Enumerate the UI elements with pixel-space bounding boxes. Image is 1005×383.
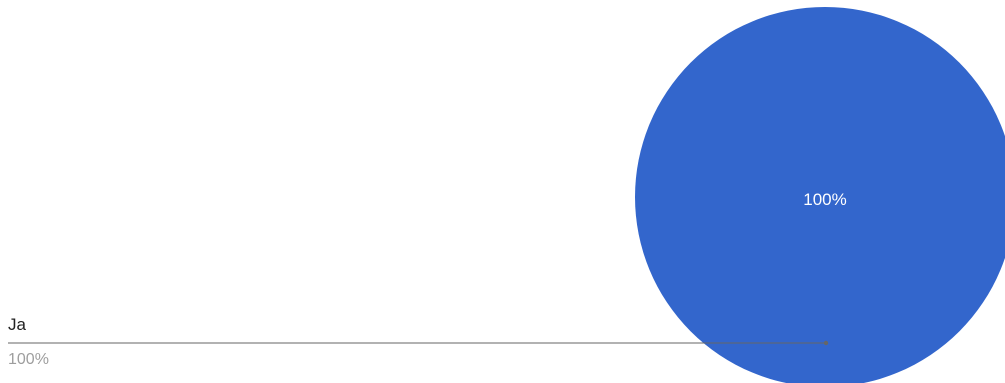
slice-percent-label: 100% [803, 190, 846, 209]
legend-leader-dot [823, 340, 829, 346]
pie-slices [635, 7, 1005, 383]
legend-percent: 100% [8, 351, 49, 368]
legend-label: Ja [8, 315, 27, 334]
pie-slice-ja [635, 7, 1005, 383]
